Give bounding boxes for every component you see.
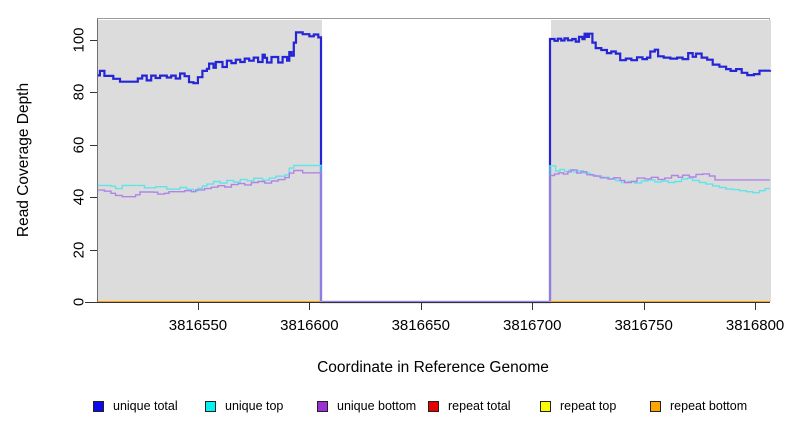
- y-tick-label: 0: [70, 297, 88, 307]
- series-line-unique-top: [97, 164, 770, 303]
- x-axis-tick: [309, 303, 311, 310]
- x-axis-tick: [755, 303, 757, 310]
- legend-item-repeat-top: repeat top: [540, 398, 616, 414]
- x-tick-label: 3816550: [168, 317, 228, 334]
- legend-swatch-icon: [205, 400, 216, 412]
- legend-swatch-icon: [317, 400, 328, 412]
- x-axis-tick: [532, 303, 534, 310]
- series-line-unique-bottom: [97, 169, 770, 303]
- legend-swatch-icon: [540, 400, 551, 412]
- right-coverage-region: [551, 20, 771, 302]
- y-tick-label: 40: [70, 188, 88, 206]
- legend-swatch-icon: [650, 400, 661, 412]
- y-axis-tick: [90, 144, 97, 146]
- legend-label: repeat top: [560, 399, 617, 413]
- legend-label: repeat bottom: [670, 399, 748, 413]
- x-axis-tick: [643, 303, 645, 310]
- y-tick-label: 80: [70, 84, 88, 101]
- x-tick-label: 3816700: [503, 317, 562, 334]
- legend-label: unique bottom: [337, 399, 417, 413]
- legend-item-unique-total: unique total: [93, 398, 178, 414]
- x-tick-label: 3816650: [391, 317, 450, 334]
- x-axis-tick: [197, 303, 199, 310]
- y-axis-tick: [90, 40, 97, 41]
- x-tick-label: 3816600: [280, 317, 339, 334]
- y-axis-title: Read Coverage Depth: [15, 82, 32, 238]
- legend-label: unique top: [225, 399, 284, 413]
- y-tick-label: 20: [70, 241, 88, 258]
- legend-item-unique-bottom: unique bottom: [317, 398, 416, 414]
- legend-label: repeat total: [448, 399, 511, 413]
- x-axis-title: Coordinate in Reference Genome: [317, 359, 549, 376]
- legend: unique total unique top unique bottom repea…: [0, 398, 792, 418]
- y-tick-label: 100: [70, 27, 88, 53]
- x-axis-tick: [420, 303, 422, 310]
- x-axis-line: [85, 302, 770, 303]
- series-line-unique-total: [97, 31, 772, 304]
- x-tick-label: 3816800: [725, 317, 785, 334]
- y-tick-label: 60: [70, 136, 88, 154]
- y-axis-tick: [90, 92, 97, 94]
- x-tick-label: 3816750: [614, 317, 673, 334]
- legend-item-repeat-bottom: repeat bottom: [650, 398, 747, 414]
- legend-item-repeat-total: repeat total: [428, 398, 511, 414]
- y-axis-tick: [90, 197, 97, 199]
- legend-swatch-icon: [428, 400, 439, 412]
- legend-label: unique total: [113, 399, 178, 413]
- legend-swatch-icon: [93, 400, 104, 412]
- legend-item-unique-top: unique top: [205, 398, 283, 414]
- y-axis-tick: [90, 249, 97, 251]
- y-axis-tick: [90, 302, 97, 303]
